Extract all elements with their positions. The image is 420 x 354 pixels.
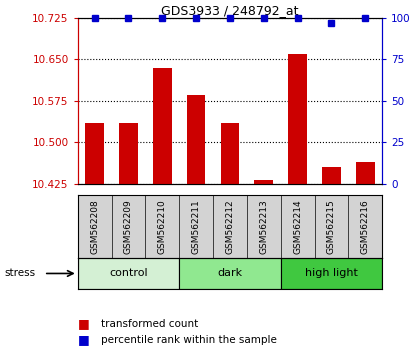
Text: stress: stress	[4, 268, 35, 279]
Bar	[255, 180, 273, 184]
Bar	[187, 95, 205, 184]
Text: high light: high light	[305, 268, 358, 279]
Bar	[179, 258, 281, 289]
Text: GSM562211: GSM562211	[192, 199, 201, 254]
Title: GDS3933 / 248792_at: GDS3933 / 248792_at	[161, 4, 299, 17]
Text: GSM562209: GSM562209	[124, 199, 133, 254]
Bar	[220, 123, 239, 184]
Text: ■: ■	[78, 318, 89, 330]
Text: control: control	[109, 268, 148, 279]
Text: GSM562208: GSM562208	[90, 199, 99, 254]
Text: GSM562216: GSM562216	[361, 199, 370, 254]
Bar	[322, 167, 341, 184]
Bar	[281, 258, 382, 289]
Bar	[119, 123, 138, 184]
Bar	[78, 258, 179, 289]
Bar	[288, 54, 307, 184]
Text: ■: ■	[78, 333, 89, 346]
Text: GSM562214: GSM562214	[293, 199, 302, 254]
Text: GSM562215: GSM562215	[327, 199, 336, 254]
Bar	[153, 68, 172, 184]
Text: dark: dark	[218, 268, 242, 279]
Bar	[356, 162, 375, 184]
Text: GSM562212: GSM562212	[226, 199, 234, 254]
Text: transformed count: transformed count	[101, 319, 198, 329]
Text: GSM562213: GSM562213	[259, 199, 268, 254]
Bar	[85, 123, 104, 184]
Text: GSM562210: GSM562210	[158, 199, 167, 254]
Text: percentile rank within the sample: percentile rank within the sample	[101, 335, 277, 345]
